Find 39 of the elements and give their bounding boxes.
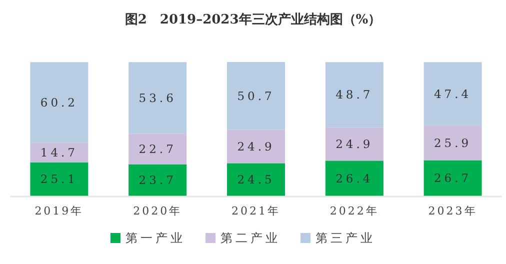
x-tick-label: 2019年	[34, 204, 84, 218]
data-label: 48.7	[336, 88, 374, 102]
data-label: 47.4	[434, 86, 472, 101]
bar	[30, 142, 88, 162]
data-label: 25.9	[434, 136, 472, 150]
bar	[227, 163, 285, 196]
data-label: 53.6	[138, 91, 176, 106]
bar	[30, 162, 88, 196]
bar	[128, 164, 187, 196]
bar	[424, 160, 482, 196]
legend-label: 第一产业	[126, 231, 186, 245]
data-label: 24.9	[237, 140, 275, 154]
data-label: 22.7	[138, 142, 176, 156]
bar	[128, 62, 187, 134]
data-label: 60.2	[40, 95, 78, 110]
x-tick-label: 2020年	[133, 204, 182, 218]
legend-label: 第三产业	[316, 231, 376, 245]
data-label: 14.7	[40, 146, 78, 160]
chart-title: 图2 2019–2023年三次产业结构图（%）	[124, 12, 382, 28]
x-tick-label: 2022年	[330, 204, 379, 218]
bar	[424, 62, 482, 126]
legend-label: 第二产业	[220, 231, 280, 245]
bar	[128, 134, 187, 164]
data-label: 26.7	[434, 171, 472, 186]
bar	[325, 62, 384, 128]
bar	[30, 62, 88, 143]
data-label: 24.9	[336, 136, 374, 151]
data-label: 25.1	[40, 172, 78, 186]
data-label: 24.5	[237, 172, 275, 187]
x-tick-label: 2023年	[428, 204, 478, 218]
data-label: 26.4	[336, 171, 374, 186]
x-tick-label: 2021年	[232, 204, 280, 218]
bar	[227, 62, 285, 130]
bar	[325, 160, 384, 196]
data-label: 50.7	[237, 88, 275, 103]
data-label: 23.7	[138, 173, 176, 188]
bar	[424, 126, 482, 160]
bar	[227, 130, 285, 164]
bar	[325, 127, 384, 161]
